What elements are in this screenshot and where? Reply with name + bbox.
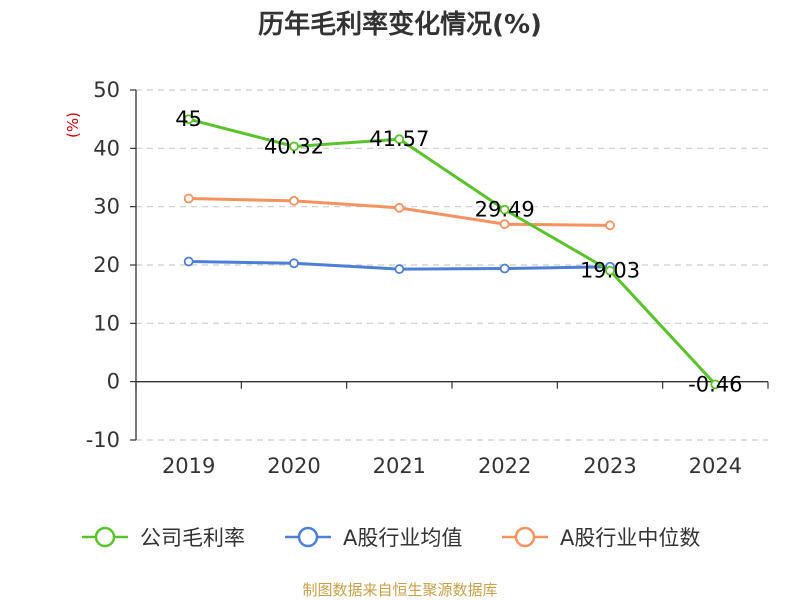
- legend-item-0[interactable]: 公司毛利率: [82, 526, 245, 550]
- legend-item-2[interactable]: A股行业中位数: [502, 526, 700, 550]
- data-label: 29.49: [475, 198, 535, 222]
- data-point-0-5[interactable]: [710, 379, 721, 390]
- x-tick-label: 2019: [162, 454, 215, 478]
- data-point-0-4[interactable]: [605, 265, 615, 276]
- legend-label: A股行业中位数: [560, 526, 700, 550]
- data-point-2-3[interactable]: [499, 219, 510, 230]
- data-point-2-4[interactable]: [605, 220, 615, 231]
- legend-swatch-marker: [297, 526, 319, 548]
- series-lines: [188, 117, 717, 386]
- y-tick-label: 10: [93, 311, 120, 335]
- data-point-1-1[interactable]: [289, 258, 299, 269]
- data-point-0-0[interactable]: [183, 114, 194, 125]
- data-point-0-1[interactable]: [289, 141, 299, 152]
- data-label: -0.46: [688, 372, 742, 396]
- data-point-2-2[interactable]: [394, 202, 405, 213]
- data-point-1-2[interactable]: [394, 264, 405, 274]
- axes: 50 40 30 20 10 0 -10 2019 2020 2021 2022 2023 2024: [86, 78, 769, 478]
- legend-swatch-marker: [514, 526, 536, 548]
- legend[interactable]: 公司毛利率 A股行业均值 A股行业中位数: [82, 526, 700, 550]
- x-tick-label: 2022: [478, 454, 531, 478]
- data-label: 41.57: [369, 127, 429, 151]
- data-labels: 45 40.32 41.57 29.49 19.03 -0.46: [175, 107, 742, 396]
- chart-title: 历年毛利率变化情况(%): [258, 9, 542, 40]
- legend-label: 公司毛利率: [140, 526, 245, 550]
- data-label: 45: [175, 107, 202, 131]
- data-point-1-3[interactable]: [499, 263, 510, 274]
- legend-item-1[interactable]: A股行业均值: [285, 526, 462, 550]
- data-point-2-0[interactable]: [183, 193, 194, 204]
- data-point-2-1[interactable]: [289, 195, 299, 206]
- data-point-0-3[interactable]: [499, 204, 510, 215]
- y-axis-label: (%): [64, 112, 82, 138]
- legend-swatch-marker: [94, 526, 116, 548]
- x-tick-label: 2021: [373, 454, 426, 478]
- x-tick-label: 2020: [267, 454, 320, 478]
- source-note: 制图数据来自恒生聚源数据库: [302, 581, 497, 599]
- y-tick-label: 0: [107, 370, 120, 394]
- y-tick-label: 30: [93, 195, 120, 219]
- series-line-0: [188, 117, 717, 386]
- y-tick-label: 40: [93, 136, 120, 160]
- data-label: 19.03: [580, 259, 640, 283]
- x-tick-label: 2024: [689, 454, 742, 478]
- data-label: 40.32: [264, 134, 324, 158]
- y-tick-label: 50: [93, 78, 120, 102]
- legend-label: A股行业均值: [343, 526, 462, 550]
- data-points: [183, 114, 721, 390]
- y-tick-label: -10: [86, 428, 120, 452]
- data-point-1-0[interactable]: [183, 256, 194, 267]
- y-tick-label: 20: [93, 253, 120, 277]
- x-tick-label: 2023: [583, 454, 636, 478]
- data-point-0-2[interactable]: [394, 134, 405, 145]
